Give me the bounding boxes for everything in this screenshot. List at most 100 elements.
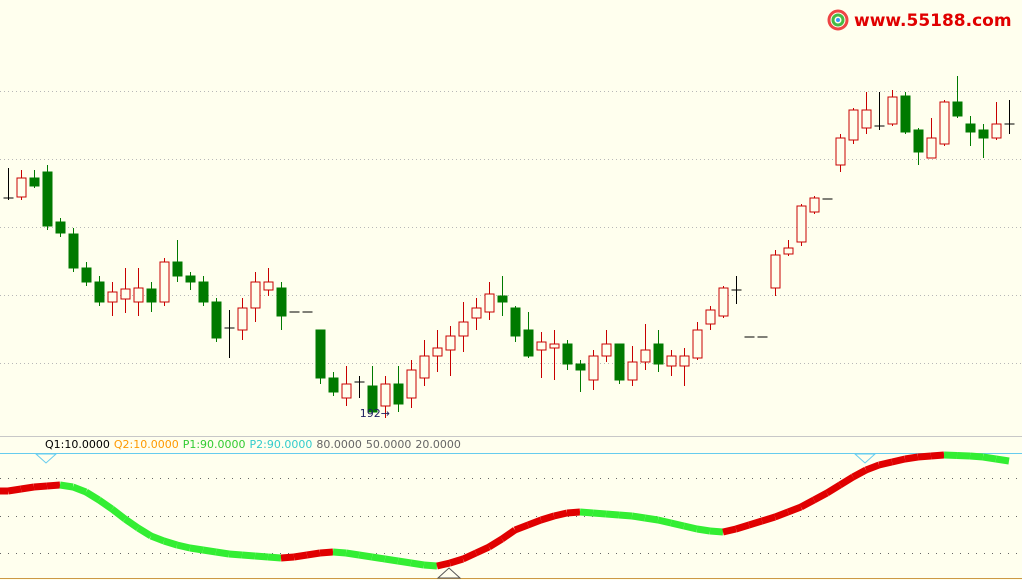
candle-body: [718, 287, 729, 317]
candle-body: [939, 101, 950, 145]
indicator-segment: [280, 553, 295, 562]
candle-body: [783, 247, 794, 255]
candle-body: [900, 95, 911, 133]
indicator-segment: [592, 509, 607, 518]
indicator-segment: [487, 536, 504, 550]
indicator-segment: [500, 527, 517, 542]
indicator-segment: [461, 549, 478, 563]
indicator-legend: Q1:10.0000 Q2:10.0000 P1:90.0000 P2:90.0000…: [45, 438, 461, 451]
candle-body: [536, 341, 547, 351]
indicator-segment: [46, 481, 61, 490]
indicator-segment: [123, 516, 140, 531]
candle-body: [237, 307, 248, 331]
indicator-segment: [474, 543, 491, 557]
indicator-segment: [254, 552, 269, 561]
indicator-segment: [722, 525, 737, 536]
candle-body: [406, 369, 417, 399]
candle-body: [965, 123, 976, 133]
candle-body: [198, 281, 209, 303]
candle-body: [55, 221, 66, 234]
indicator-segment: [631, 512, 646, 522]
candle-body: [250, 281, 261, 309]
indicator-segment: [618, 511, 633, 520]
candle-body: [926, 137, 937, 159]
indicator-segment: [84, 489, 101, 503]
indicator-segment: [825, 482, 842, 496]
indicator-segment: [644, 514, 659, 524]
candle-body: [94, 281, 105, 303]
indicator-segment: [306, 549, 321, 559]
indicator-param: Q2:10.0000: [114, 438, 179, 451]
candle-body: [133, 287, 144, 303]
indicator-segment: [176, 541, 191, 552]
candle-body: [419, 355, 430, 379]
candle-body: [146, 288, 157, 303]
indicator-segment: [358, 551, 373, 561]
indicator-segment: [410, 559, 425, 569]
indicator-segment: [71, 483, 88, 496]
indicator-segment: [423, 561, 438, 570]
candle-body: [107, 291, 118, 303]
candle-body: [276, 287, 287, 317]
candle-body: [523, 329, 534, 357]
indicator-segment: [332, 548, 347, 557]
candle-body: [809, 197, 820, 213]
indicator-segment: [760, 513, 777, 525]
logo: www.55188.com: [827, 9, 1012, 31]
indicator-param: Q1:10.0000: [45, 438, 110, 451]
indicator-segment: [371, 553, 386, 563]
indicator-segment: [683, 522, 698, 533]
candle-body: [640, 349, 651, 363]
indicator-segment: [189, 544, 204, 554]
low-annotation: 192→: [360, 407, 390, 420]
level-label: 80.0000: [316, 438, 362, 451]
indicator-segment: [553, 509, 568, 520]
candle-body: [497, 295, 508, 303]
candle-body: [29, 177, 40, 187]
level-label: 50.0000: [366, 438, 412, 451]
indicator-param: P2:90.0000: [250, 438, 313, 451]
indicator-segment: [747, 517, 764, 529]
indicator-segment: [149, 532, 166, 545]
candle-body: [705, 309, 716, 325]
candle-body: [484, 293, 495, 313]
candle-body: [653, 343, 664, 365]
candle-body: [315, 329, 326, 379]
indicator-segment: [773, 508, 790, 521]
candle-body: [887, 96, 898, 125]
candle-body: [601, 343, 612, 357]
indicator-segment: [956, 452, 971, 460]
logo-ring: [831, 13, 845, 27]
candle-body: [692, 329, 703, 359]
candle-body: [913, 129, 924, 153]
indicator-segment: [526, 516, 543, 529]
indicator-segment: [109, 506, 128, 522]
candle-body: [666, 355, 677, 367]
candle-body: [328, 377, 339, 393]
indicator-segment: [345, 549, 360, 559]
indicator-segment: [97, 497, 114, 512]
candle-body: [341, 383, 352, 399]
candle-body: [16, 177, 27, 198]
indicator-segment: [930, 451, 945, 460]
candle-body: [770, 254, 781, 289]
candle-body: [380, 383, 391, 407]
indicator-segment: [891, 455, 906, 466]
indicator-segment: [20, 483, 35, 493]
indicator-segment: [293, 551, 308, 561]
indicator-segment: [734, 521, 751, 533]
candle-body: [835, 137, 846, 166]
indicator-segment: [657, 516, 672, 527]
candle-body: [68, 233, 79, 269]
indicator-segment: [228, 550, 243, 559]
indicator-segment: [878, 458, 893, 469]
indicator-segment: [851, 466, 868, 481]
candle-body: [627, 361, 638, 381]
indicator-segment: [786, 503, 803, 516]
candle-body: [588, 355, 599, 381]
indicator-segment: [448, 555, 465, 567]
candle-body: [575, 363, 586, 371]
indicator-segment: [904, 453, 919, 463]
